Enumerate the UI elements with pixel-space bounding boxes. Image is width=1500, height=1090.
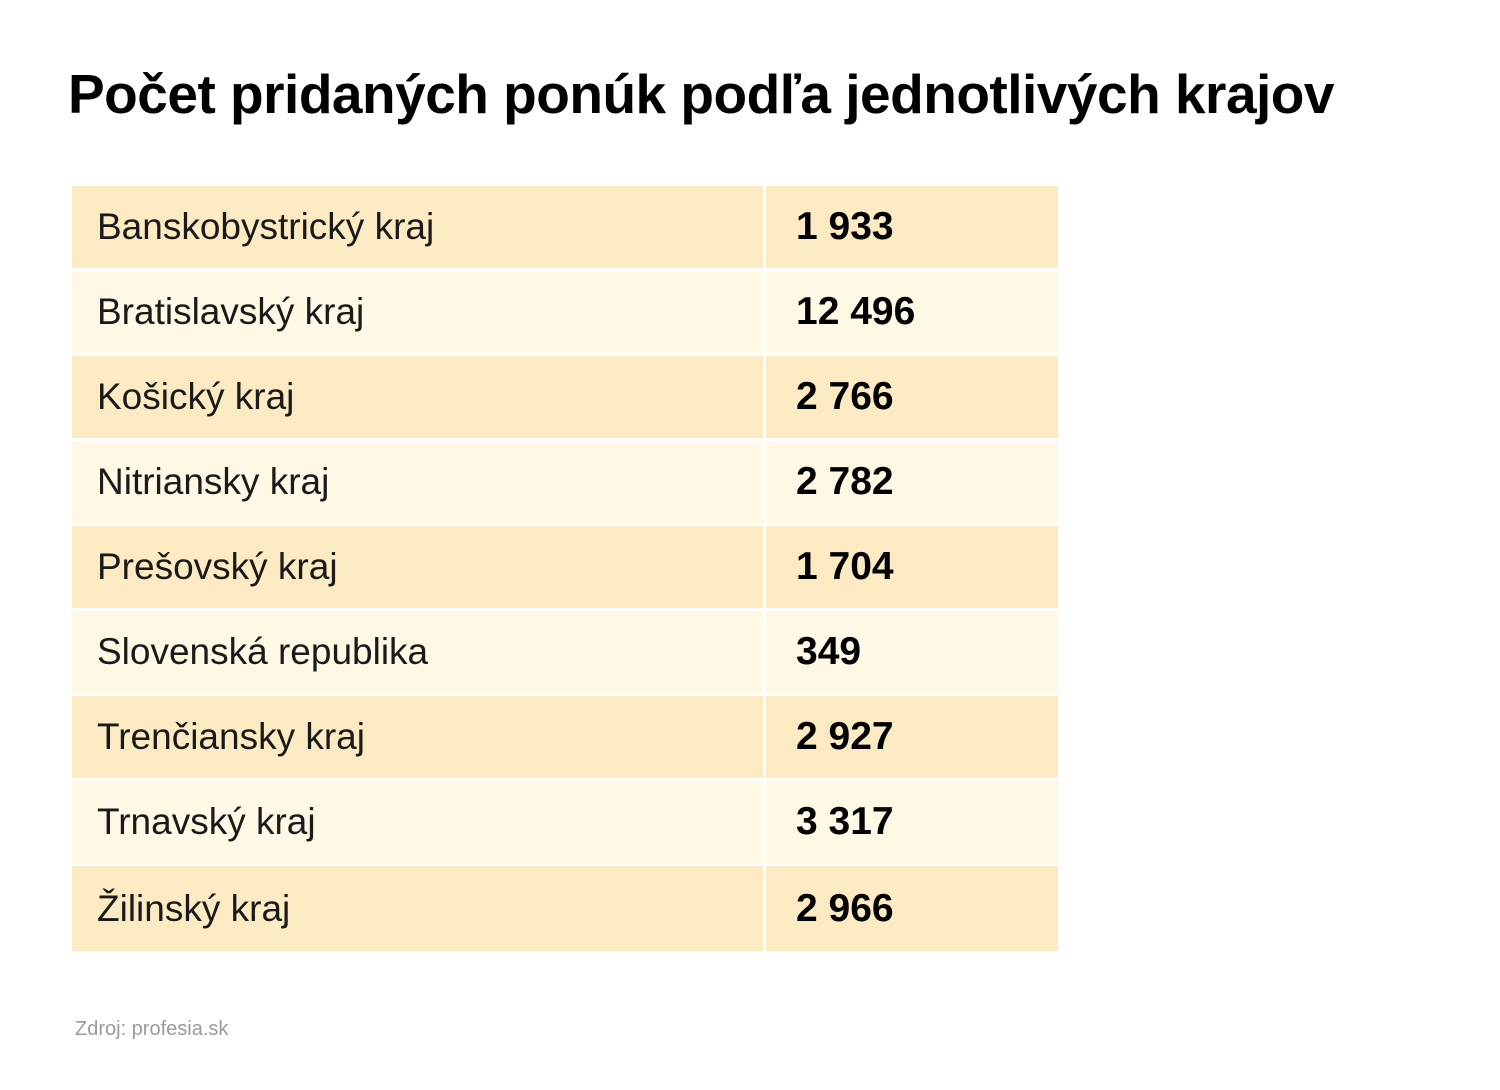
table-row: Slovenská republika 349 <box>72 611 1058 696</box>
region-name-cell: Košický kraj <box>72 356 766 441</box>
region-name-cell: Nitriansky kraj <box>72 441 766 526</box>
offer-count-cell: 12 496 <box>766 271 1058 356</box>
region-name-cell: Žilinský kraj <box>72 866 766 951</box>
offer-count-cell: 2 782 <box>766 441 1058 526</box>
offer-count-cell: 2 966 <box>766 866 1058 951</box>
region-name-cell: Banskobystrický kraj <box>72 186 766 271</box>
table-row: Prešovský kraj 1 704 <box>72 526 1058 611</box>
offer-count-cell: 2 927 <box>766 696 1058 781</box>
table-row: Banskobystrický kraj 1 933 <box>72 186 1058 271</box>
data-table: Banskobystrický kraj 1 933 Bratislavský kr… <box>72 186 1058 951</box>
region-name-cell: Slovenská republika <box>72 611 766 696</box>
region-name-cell: Trenčiansky kraj <box>72 696 766 781</box>
offer-count-cell: 3 317 <box>766 781 1058 866</box>
data-table-body: Banskobystrický kraj 1 933 Bratislavský kr… <box>72 186 1058 951</box>
data-table-container: Banskobystrický kraj 1 933 Bratislavský kr… <box>72 186 1058 951</box>
offer-count-cell: 2 766 <box>766 356 1058 441</box>
table-row: Trnavský kraj 3 317 <box>72 781 1058 866</box>
source-note: Zdroj: profesia.sk <box>75 1018 229 1040</box>
region-name-cell: Prešovský kraj <box>72 526 766 611</box>
table-row: Nitriansky kraj 2 782 <box>72 441 1058 526</box>
offer-count-cell: 1 704 <box>766 526 1058 611</box>
chart-title: Počet pridaných ponúk podľa jednotlivých… <box>68 63 1335 125</box>
table-row: Žilinský kraj 2 966 <box>72 866 1058 951</box>
table-row: Košický kraj 2 766 <box>72 356 1058 441</box>
table-row: Trenčiansky kraj 2 927 <box>72 696 1058 781</box>
offer-count-cell: 349 <box>766 611 1058 696</box>
region-name-cell: Trnavský kraj <box>72 781 766 866</box>
region-name-cell: Bratislavský kraj <box>72 271 766 356</box>
table-row: Bratislavský kraj 12 496 <box>72 271 1058 356</box>
offer-count-cell: 1 933 <box>766 186 1058 271</box>
